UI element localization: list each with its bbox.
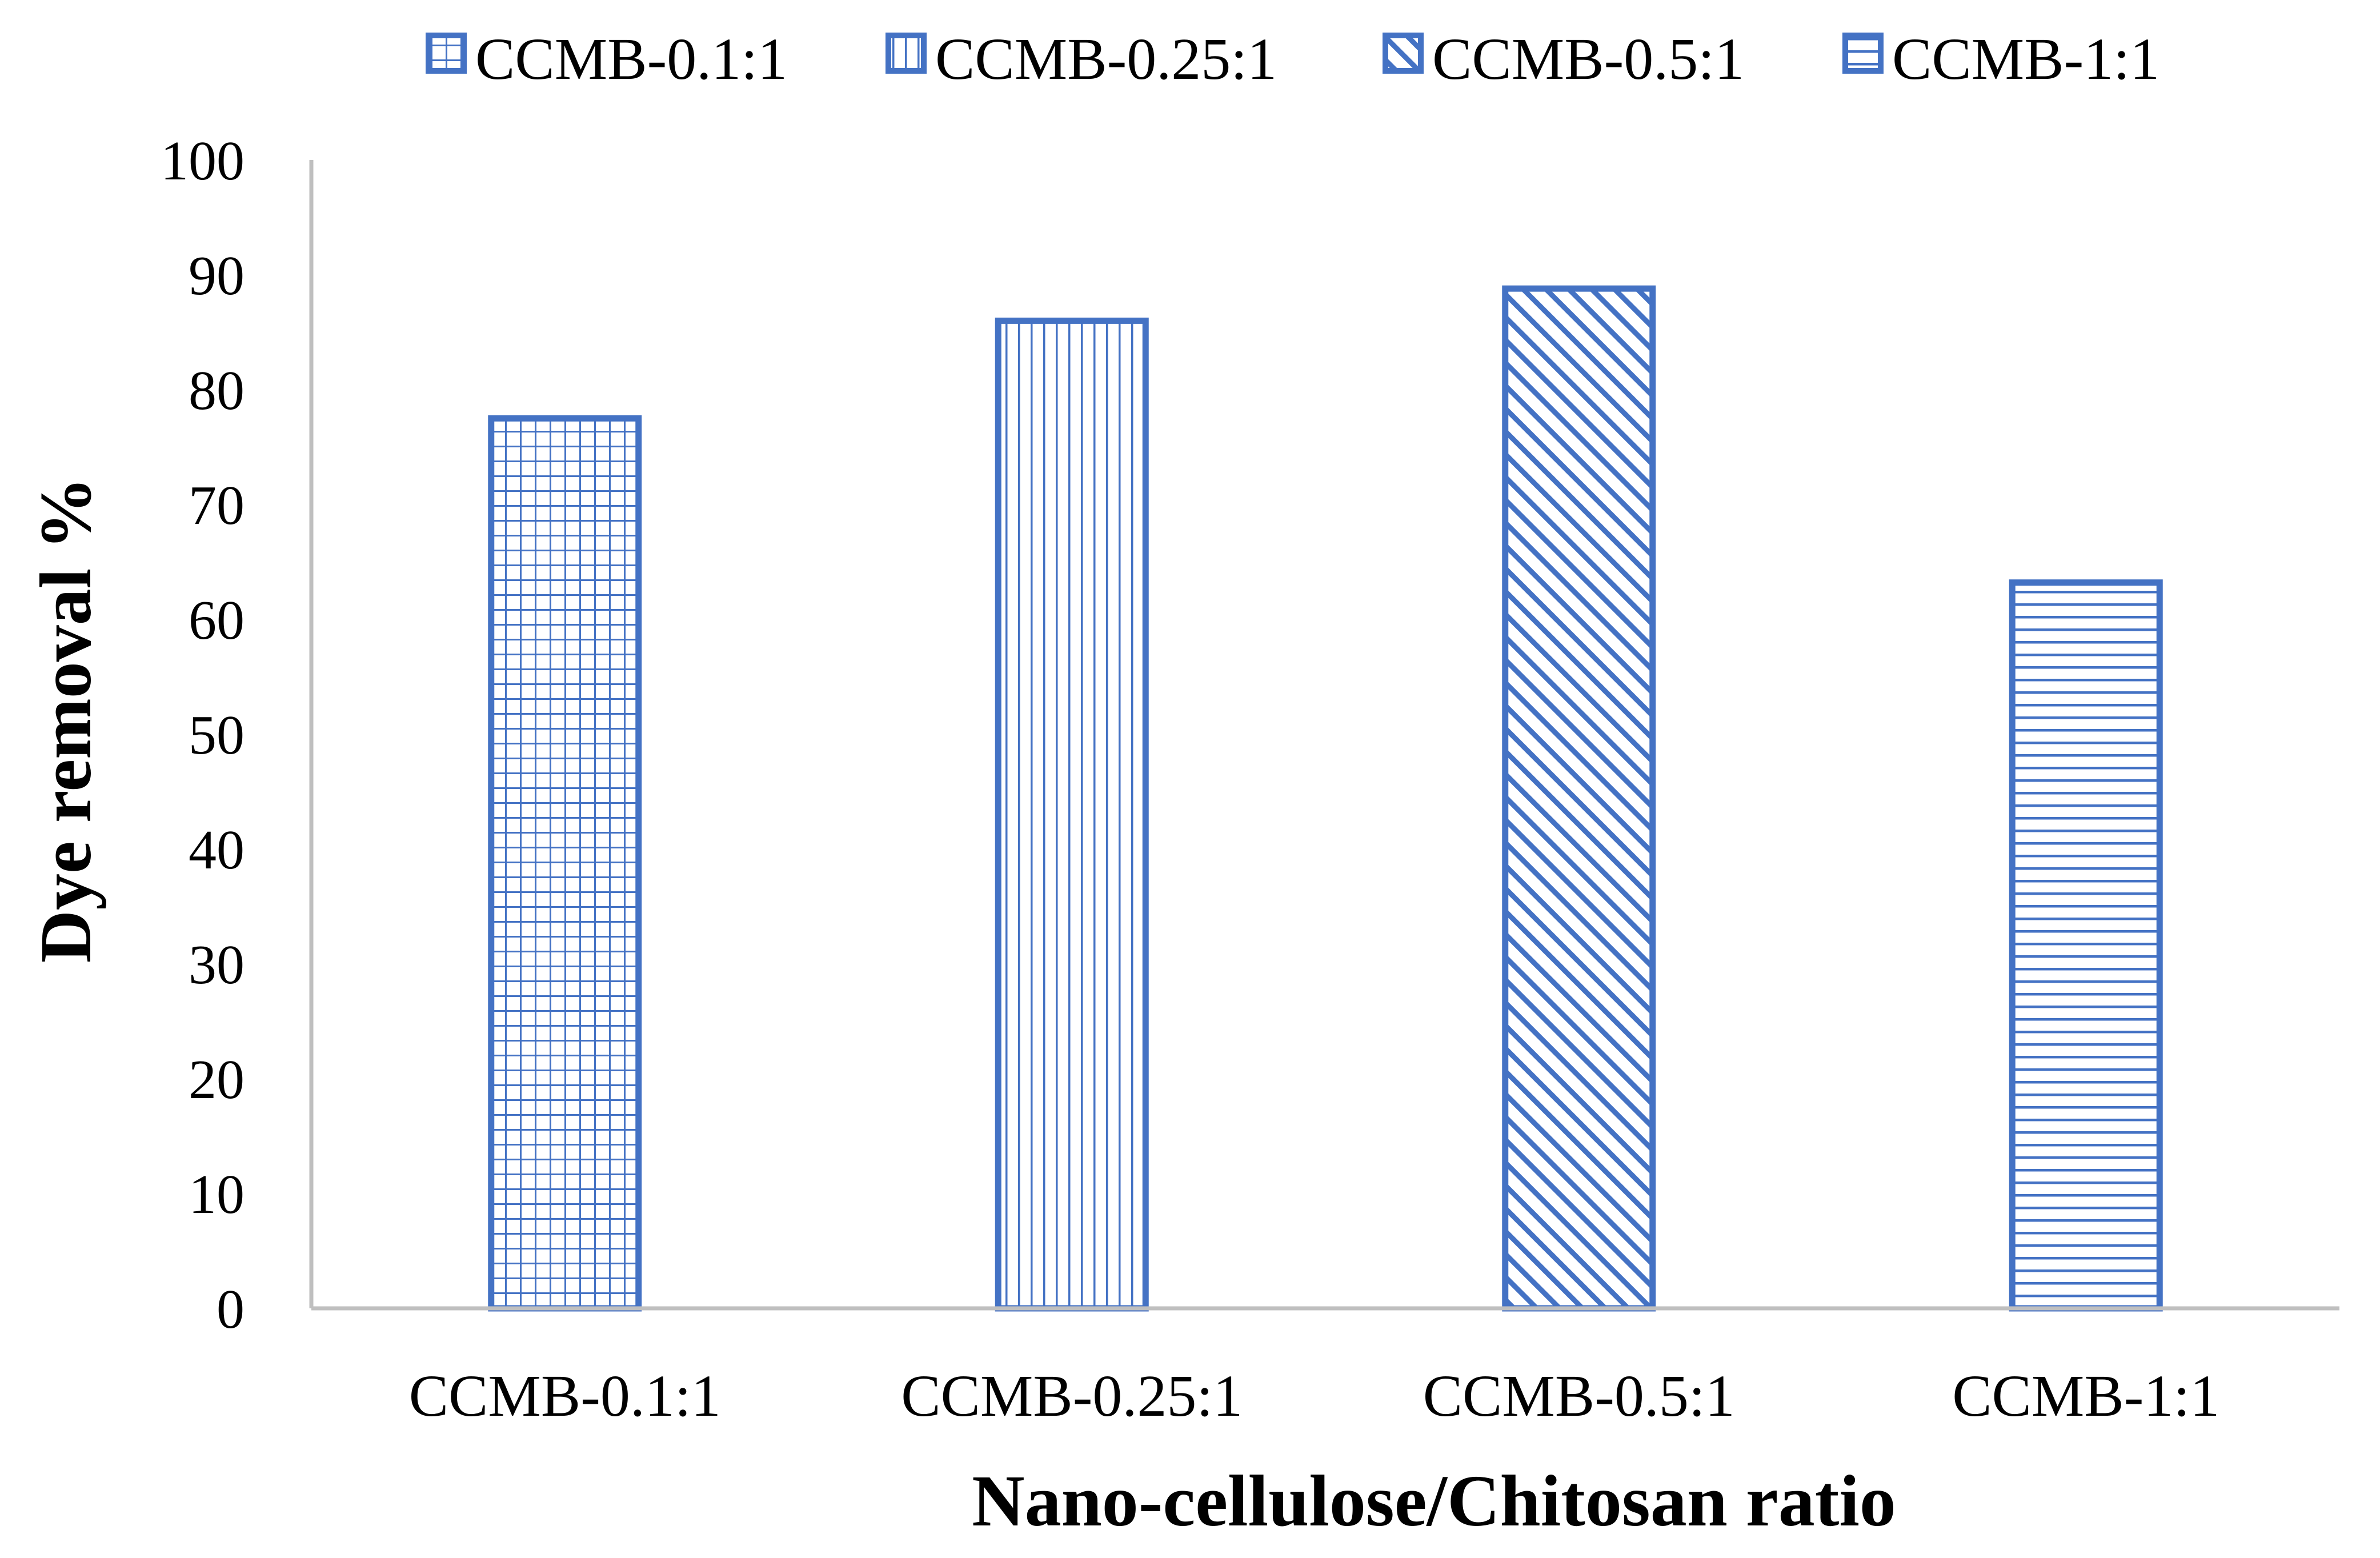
y-tick-label: 10 (189, 1164, 245, 1225)
x-axis-title: Nano-cellulose/Chitosan ratio (972, 1460, 1896, 1541)
bars (488, 285, 2163, 1312)
legend-swatch (426, 33, 467, 74)
legend-swatch (1383, 33, 1424, 74)
x-tick-label: CCMB-0.1:1 (409, 1363, 721, 1429)
y-axis-title: Dye removal % (25, 477, 106, 963)
legend: CCMB-0.1:1 CCMB-0.25:1 CCMB-0.5:1 CCMB-1:1 (426, 26, 2159, 92)
y-tick-label: 0 (217, 1279, 245, 1340)
bar-CCMB-0.1:1 (488, 415, 642, 1312)
y-tick-label: 90 (189, 245, 245, 307)
y-tick-label: 60 (189, 590, 245, 651)
x-tick-label: CCMB-0.25:1 (901, 1363, 1243, 1429)
x-axis-labels: CCMB-0.1:1 CCMB-0.25:1 CCMB-0.5:1 CCMB-1:1 (409, 1363, 2220, 1429)
y-axis-ticks: 0 10 20 30 40 50 60 70 80 90 100 (161, 130, 245, 1340)
axes (309, 160, 2339, 1311)
legend-label: CCMB-0.5:1 (1432, 26, 1744, 92)
legend-label: CCMB-0.1:1 (475, 26, 787, 92)
legend-swatch (1842, 33, 1884, 74)
x-tick-label: CCMB-1:1 (1952, 1363, 2219, 1429)
y-tick-label: 40 (189, 819, 245, 881)
bar-CCMB-0.25:1 (995, 317, 1149, 1312)
bar-CCMB-0.5:1 (1502, 285, 1656, 1312)
y-tick-label: 50 (189, 704, 245, 766)
legend-label: CCMB-1:1 (1892, 26, 2159, 92)
y-tick-label: 80 (189, 360, 245, 422)
y-tick-label: 30 (189, 934, 245, 996)
y-tick-label: 100 (161, 130, 245, 192)
y-tick-label: 20 (189, 1049, 245, 1111)
legend-label: CCMB-0.25:1 (935, 26, 1277, 92)
x-tick-label: CCMB-0.5:1 (1423, 1363, 1735, 1429)
legend-swatch (886, 33, 927, 74)
bar-CCMB-1:1 (2009, 579, 2163, 1312)
y-tick-label: 70 (189, 475, 245, 536)
